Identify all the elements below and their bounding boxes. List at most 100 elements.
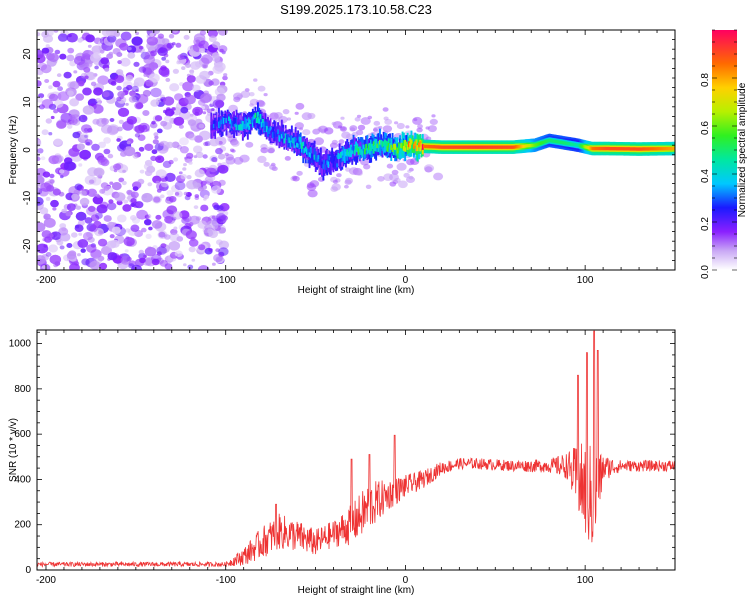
ridge-cell (659, 147, 662, 151)
noise-blob (111, 182, 122, 191)
ridge-cell (361, 140, 364, 154)
noise-blob (134, 229, 144, 238)
noise-blob (138, 66, 147, 73)
noise-blob (249, 103, 254, 107)
noise-blob (117, 214, 127, 223)
noise-blob (37, 32, 41, 37)
ridge-cell (307, 148, 310, 154)
ridge-cell (468, 145, 471, 149)
noise-blob (201, 63, 209, 69)
noise-blob (88, 205, 96, 212)
ridge-cell (231, 120, 234, 127)
ridge-cell (405, 141, 408, 146)
noise-blob (151, 120, 156, 125)
ridge-cell (306, 148, 308, 155)
ridge-cell (375, 141, 378, 152)
ridge-cell (499, 145, 502, 149)
noise-blob (173, 226, 178, 230)
noise-blob (85, 34, 95, 43)
noise-blob (165, 77, 171, 82)
noise-blob (48, 244, 58, 253)
noise-blob (156, 128, 163, 134)
ridge-cell (341, 150, 344, 156)
ridge-cell (337, 153, 340, 160)
noise-blob (365, 184, 372, 189)
ridge-cell (304, 146, 307, 152)
noise-blob (41, 129, 49, 136)
ridge-cell (384, 139, 386, 145)
ridge-cell (533, 143, 536, 147)
noise-blob (97, 238, 108, 247)
ridge-cell (338, 153, 341, 159)
ridge-cell (312, 148, 315, 159)
ridge-cell (392, 145, 395, 156)
ridge-cell (249, 119, 252, 124)
noise-blob (207, 30, 218, 38)
noise-blob (120, 256, 132, 265)
noise-blob (130, 224, 140, 232)
ridge-cell (245, 123, 248, 129)
ridge-cell (401, 143, 404, 150)
noise-blob (172, 68, 179, 74)
noise-blob (144, 219, 152, 226)
ridge-cell (654, 147, 657, 151)
noise-blob (145, 233, 152, 239)
noise-blob (131, 264, 142, 270)
noise-blob (57, 86, 63, 92)
ridge-cell (223, 118, 225, 124)
noise-blob (215, 256, 225, 264)
noise-blob (106, 240, 117, 249)
ridge-cell (565, 141, 568, 145)
ridge-cell (430, 145, 433, 149)
noise-blob (46, 185, 55, 192)
ridge-cell (624, 147, 627, 151)
ridge-cell (290, 142, 293, 147)
ridge-cell (536, 142, 539, 147)
noise-blob (37, 222, 46, 233)
ridge-cell (400, 143, 403, 155)
x-tick-label: 0 (403, 575, 409, 586)
ridge-cell (640, 147, 643, 151)
ridge-cell (407, 143, 410, 153)
noise-blob (165, 59, 170, 64)
ridge-cell (399, 144, 401, 148)
noise-blob (231, 140, 240, 147)
noise-blob (189, 215, 200, 225)
ridge-cell (384, 143, 386, 153)
ridge-cell (428, 144, 430, 149)
noise-blob (49, 91, 62, 102)
noise-blob (373, 128, 378, 132)
noise-blob (128, 96, 137, 103)
y-tick-label: 10 (22, 96, 33, 108)
ridge-cell (312, 157, 315, 162)
ridge-cell (215, 121, 218, 127)
noise-blob (198, 244, 206, 251)
ridge-cell (513, 145, 516, 149)
noise-blob (133, 61, 140, 67)
ridge-cell (250, 118, 253, 130)
ridge-cell (590, 146, 593, 150)
noise-blob (50, 231, 62, 240)
noise-blob (109, 234, 115, 239)
noise-blob (68, 147, 80, 157)
ridge-cell (670, 147, 673, 151)
ridge-cell (257, 111, 259, 121)
ridge-cell (283, 138, 286, 144)
noise-blob (200, 180, 207, 186)
ridge-cell (518, 144, 521, 149)
noise-blob (345, 167, 351, 172)
noise-blob (150, 155, 157, 162)
ridge-cell (514, 145, 517, 149)
ridge-cell (316, 157, 318, 162)
noise-blob (131, 216, 141, 224)
ridge-cell (406, 132, 409, 154)
noise-blob (45, 118, 52, 124)
noise-blob (269, 164, 277, 170)
noise-blob (97, 156, 108, 166)
ridge-cell (521, 144, 524, 148)
ridge-cell (557, 140, 560, 144)
noise-blob (138, 122, 150, 133)
noise-blob (208, 35, 217, 43)
noise-blob (101, 30, 111, 37)
ridge-cell (655, 147, 658, 151)
